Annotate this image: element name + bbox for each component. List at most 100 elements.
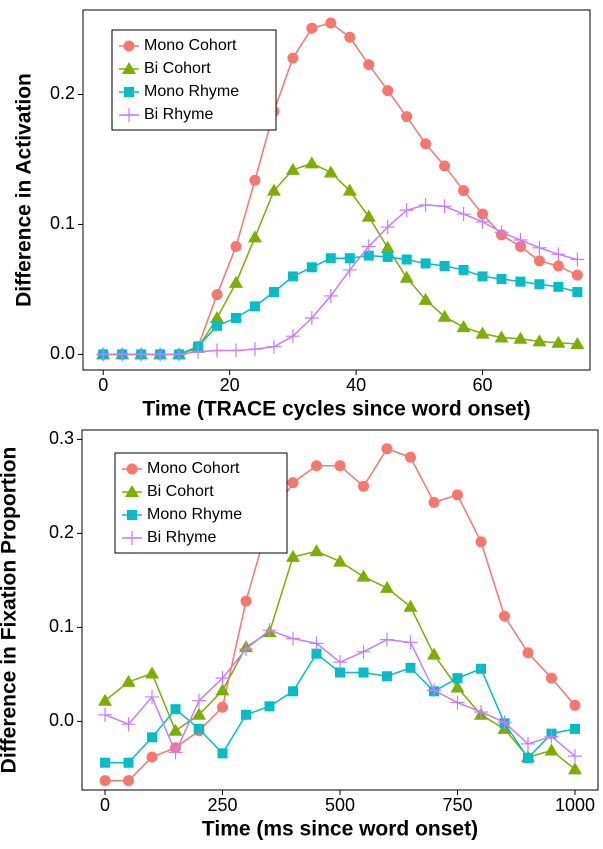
legend-box — [111, 29, 277, 131]
marker — [306, 22, 318, 34]
marker — [380, 240, 395, 253]
marker — [452, 673, 463, 684]
marker — [361, 239, 376, 254]
x-tick-label: 40 — [346, 375, 366, 395]
marker — [497, 715, 512, 730]
marker — [439, 160, 451, 172]
marker — [458, 185, 470, 197]
marker — [153, 347, 168, 362]
marker — [405, 662, 416, 673]
marker — [239, 642, 254, 657]
x-tick-label: 250 — [207, 795, 237, 815]
marker — [418, 197, 433, 212]
marker — [382, 85, 394, 97]
marker — [567, 749, 582, 764]
marker — [115, 347, 130, 362]
marker — [534, 279, 545, 290]
marker — [363, 250, 374, 261]
marker — [121, 717, 136, 732]
marker — [123, 757, 134, 768]
marker — [304, 311, 319, 326]
y-tick-label: 0.2 — [50, 83, 75, 103]
marker — [125, 485, 139, 497]
marker — [127, 510, 137, 520]
x-tick-label: 750 — [442, 795, 472, 815]
marker — [287, 477, 299, 489]
marker — [268, 287, 279, 298]
marker — [333, 554, 347, 567]
marker — [420, 258, 431, 269]
marker — [210, 311, 225, 324]
marker — [126, 463, 138, 475]
marker — [344, 31, 356, 43]
marker — [123, 775, 135, 787]
marker — [342, 183, 357, 196]
marker — [545, 672, 557, 684]
marker — [570, 252, 585, 267]
marker — [147, 732, 158, 743]
marker — [121, 674, 136, 687]
marker — [450, 695, 465, 710]
marker — [125, 531, 139, 545]
marker — [99, 775, 111, 787]
x-tick-label: 1000 — [555, 795, 595, 815]
marker — [240, 595, 252, 607]
marker — [212, 320, 223, 331]
marker — [401, 254, 412, 265]
marker — [145, 666, 160, 679]
y-tick-label: 0.0 — [49, 710, 74, 730]
marker — [544, 743, 559, 756]
marker — [532, 334, 547, 347]
marker — [247, 230, 262, 243]
marker — [458, 264, 469, 275]
x-tick-label: 0 — [100, 795, 110, 815]
marker — [439, 261, 450, 272]
marker — [333, 655, 347, 670]
marker — [124, 87, 134, 97]
marker — [228, 275, 243, 288]
marker — [379, 632, 394, 647]
marker — [401, 111, 413, 123]
marker — [567, 762, 582, 775]
marker — [496, 274, 507, 285]
marker — [170, 704, 181, 715]
y-tick-label: 0.0 — [50, 343, 75, 363]
marker — [309, 544, 324, 557]
x-tick-label: 500 — [325, 795, 355, 815]
marker — [420, 138, 432, 150]
marker — [98, 707, 113, 722]
chart-panel: 0.0 0.1 0.2 0 20 40 60 Time (TRACE cycles since… — [13, 9, 591, 421]
marker — [325, 253, 336, 264]
x-tick-label: 20 — [220, 375, 240, 395]
marker — [134, 347, 149, 362]
y-tick-label: 0.1 — [50, 213, 75, 233]
y-tick-label: 0.2 — [49, 522, 74, 542]
x-axis-title: Time (TRACE cycles since word onset) — [142, 398, 530, 421]
y-tick-label: 0.3 — [49, 428, 74, 448]
marker — [437, 309, 452, 322]
marker — [572, 287, 583, 298]
marker — [544, 729, 559, 744]
marker — [241, 709, 252, 720]
marker — [356, 644, 371, 659]
marker — [192, 693, 207, 708]
marker — [380, 220, 395, 235]
marker — [551, 247, 566, 262]
marker — [249, 301, 260, 312]
marker — [287, 271, 298, 282]
marker — [249, 174, 261, 186]
marker — [418, 292, 433, 305]
legend-label: Bi Rhyme — [144, 106, 213, 123]
marker — [304, 156, 319, 169]
marker — [306, 262, 317, 273]
marker — [210, 343, 225, 358]
marker — [266, 339, 281, 354]
x-tick-label: 0 — [98, 375, 108, 395]
marker — [266, 183, 281, 196]
x-axis-title: Time (ms since word onset) — [202, 818, 478, 841]
marker — [311, 648, 322, 659]
marker — [477, 271, 488, 282]
marker — [426, 683, 441, 698]
marker — [456, 207, 471, 222]
